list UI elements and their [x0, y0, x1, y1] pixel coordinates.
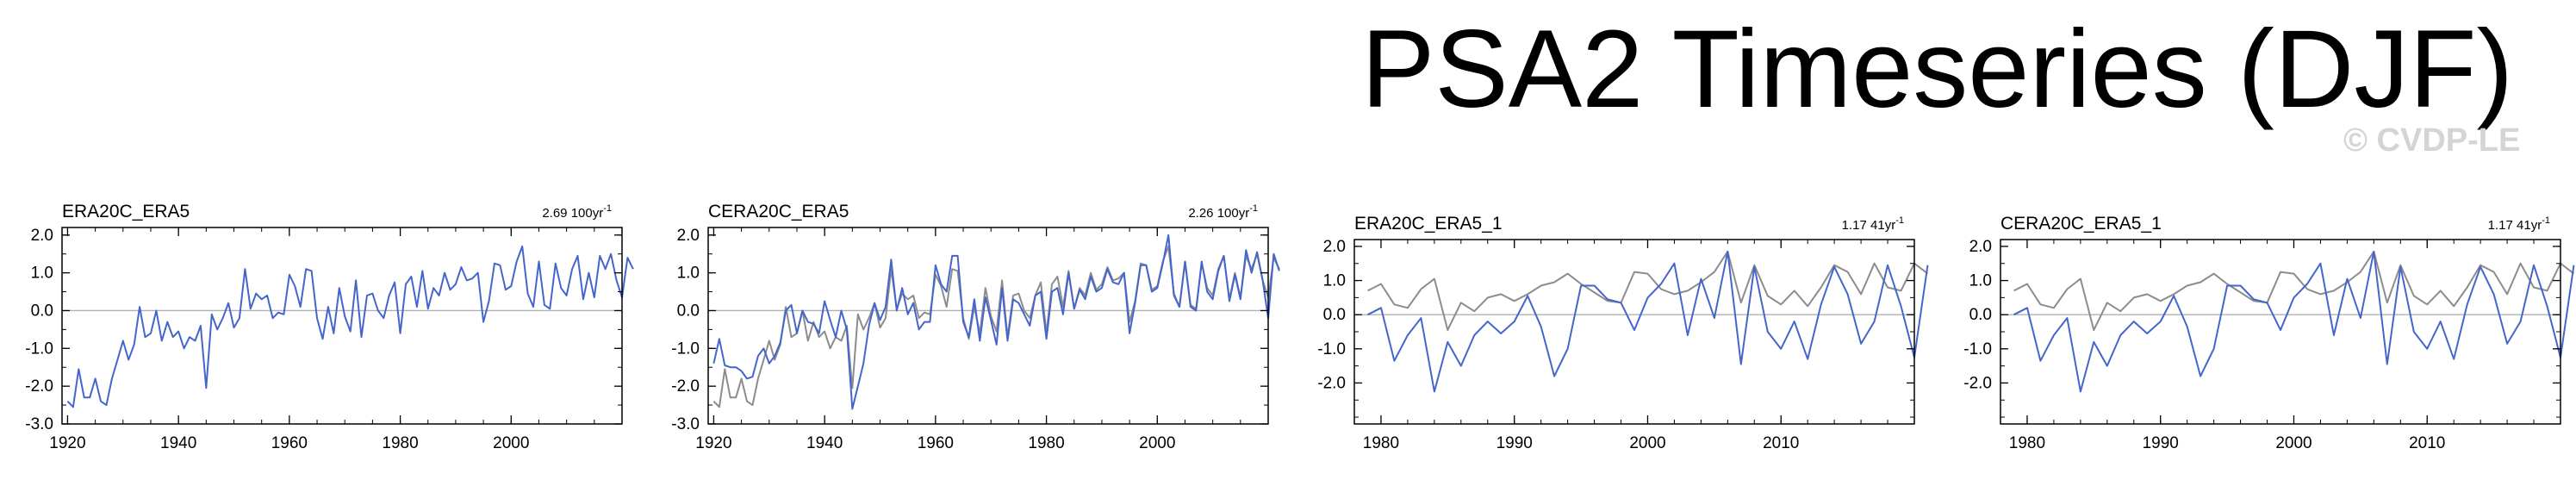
y-tick-label: 0.0 — [31, 302, 53, 320]
x-tick-label: 2000 — [2275, 434, 2312, 452]
chart-panel-era20c-era5-1: ERA20C_ERA5_1 1.17 41yr-1 2.0 1.0 0.0 -1.0 -2.… — [1317, 214, 1929, 452]
y-tick-label: -1.0 — [25, 340, 53, 358]
plot-frame — [61, 227, 623, 425]
trend-value: 2.26 100yr — [1188, 206, 1249, 221]
x-tick-label: 2000 — [1629, 434, 1665, 452]
y-tick-label: 1.0 — [677, 265, 700, 283]
trend-value: 1.17 41yr — [2488, 218, 2542, 233]
trend-label: 2.26 100yr-1 — [1188, 203, 1258, 221]
chart-panel-cera20c-era5: CERA20C_ERA5 2.26 100yr-1 2.0 1.0 0.0 -1.0 -2.… — [671, 202, 1280, 452]
x-tick-label: 1990 — [1496, 434, 1533, 452]
y-tick-label: 2.0 — [1323, 238, 1346, 256]
trend-exponent: -1 — [2542, 215, 2550, 226]
trend-label: 1.17 41yr-1 — [1842, 215, 1904, 233]
panel-title: ERA20C_ERA5_1 — [1354, 214, 1503, 234]
x-tick-label: 2010 — [1763, 434, 1799, 452]
trend-exponent: -1 — [1895, 215, 1904, 226]
y-tick-label: -1.0 — [1317, 340, 1346, 358]
x-tick-label: 2000 — [493, 434, 529, 452]
plot-frame — [2000, 239, 2561, 425]
y-tick-label: 0.0 — [1323, 306, 1346, 324]
x-tick-label: 1980 — [1363, 434, 1399, 452]
y-tick-label: 2.0 — [677, 227, 700, 245]
x-tick-label: 1980 — [382, 434, 418, 452]
trend-label: 2.69 100yr-1 — [542, 203, 612, 221]
panel-title: CERA20C_ERA5 — [708, 202, 849, 221]
x-tick-label: 1920 — [695, 434, 731, 452]
x-tick-label: 1940 — [160, 434, 196, 452]
y-tick-label: 2.0 — [31, 227, 53, 245]
trend-value: 1.17 41yr — [1842, 218, 1896, 233]
chart-panel-era20c-era5: ERA20C_ERA5 2.69 100yr-1 2.0 1.0 0.0 -1.0 -2.0… — [25, 202, 634, 452]
y-tick-label: -1.0 — [1963, 340, 1992, 358]
panel-title: CERA20C_ERA5_1 — [2000, 214, 2162, 234]
series-line — [712, 234, 1280, 410]
series-line — [2013, 250, 2575, 331]
trend-label: 1.17 41yr-1 — [2488, 215, 2550, 233]
plot-frame — [1353, 239, 1915, 425]
y-tick-label: -2.0 — [671, 377, 700, 396]
y-tick-label: -2.0 — [1963, 374, 1992, 392]
y-tick-label: -3.0 — [671, 415, 700, 433]
y-tick-label: -3.0 — [25, 415, 53, 433]
series-line — [1367, 250, 1929, 393]
trend-exponent: -1 — [603, 203, 612, 214]
y-tick-label: 0.0 — [677, 302, 700, 320]
x-tick-label: 1960 — [918, 434, 954, 452]
chart-panel-cera20c-era5-1: CERA20C_ERA5_1 1.17 41yr-1 2.0 1.0 0.0 -1.0 -2… — [1963, 214, 2575, 452]
panel-title: ERA20C_ERA5 — [62, 202, 190, 221]
trend-exponent: -1 — [1249, 203, 1258, 214]
page-title: PSA2 Timeseries (DJF) — [1361, 8, 2514, 131]
y-tick-label: 1.0 — [31, 265, 53, 283]
y-tick-label: -1.0 — [671, 340, 700, 358]
y-tick-label: 2.0 — [1969, 238, 1992, 256]
y-tick-label: -2.0 — [1317, 374, 1346, 392]
x-tick-label: 1980 — [2009, 434, 2045, 452]
y-tick-label: -2.0 — [25, 377, 53, 396]
x-tick-label: 1940 — [806, 434, 843, 452]
x-tick-label: 1990 — [2143, 434, 2179, 452]
y-tick-label: 1.0 — [1969, 272, 1992, 290]
x-tick-label: 2000 — [1139, 434, 1175, 452]
x-tick-label: 1920 — [49, 434, 85, 452]
y-tick-label: 0.0 — [1969, 306, 1992, 324]
series-line — [2013, 250, 2575, 393]
watermark: © CVDP-LE — [2343, 122, 2521, 159]
trend-value: 2.69 100yr — [542, 206, 603, 221]
series-line — [1367, 250, 1929, 331]
x-tick-label: 1960 — [271, 434, 308, 452]
x-tick-label: 2010 — [2409, 434, 2445, 452]
y-tick-label: 1.0 — [1323, 272, 1346, 290]
plot-frame — [707, 227, 1269, 425]
series-line — [66, 245, 634, 408]
x-tick-label: 1980 — [1028, 434, 1064, 452]
